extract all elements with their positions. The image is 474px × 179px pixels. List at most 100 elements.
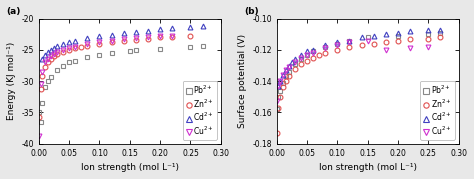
Cd$^{2+}$	[359, 36, 365, 38]
Pb$^{2+}$	[188, 46, 193, 48]
Pb$^{2+}$	[395, 35, 401, 37]
Cd$^{2+}$	[395, 32, 401, 34]
Cd$^{2+}$	[48, 49, 54, 51]
Zn$^{2+}$	[275, 107, 281, 109]
Cd$^{2+}$	[109, 34, 114, 36]
Pb$^{2+}$	[36, 111, 42, 113]
X-axis label: Ion strength (mol L⁻¹): Ion strength (mol L⁻¹)	[81, 163, 179, 172]
Cd$^{2+}$	[145, 30, 151, 32]
Cd$^{2+}$	[383, 33, 389, 35]
Zn$^{2+}$	[133, 39, 139, 41]
Cu$^{2+}$	[292, 61, 298, 64]
Pb$^{2+}$	[39, 102, 45, 104]
Pb$^{2+}$	[365, 36, 371, 38]
Cd$^{2+}$	[42, 54, 48, 56]
Zn$^{2+}$	[280, 86, 285, 88]
Cu$^{2+}$	[277, 80, 283, 82]
Cd$^{2+}$	[277, 80, 283, 82]
Zn$^{2+}$	[60, 51, 66, 53]
X-axis label: Ion strength (mol L⁻¹): Ion strength (mol L⁻¹)	[319, 163, 417, 172]
Cd$^{2+}$	[188, 26, 193, 28]
Cu$^{2+}$	[39, 71, 45, 73]
Cd$^{2+}$	[169, 27, 175, 29]
Cd$^{2+}$	[304, 50, 310, 53]
Zn$^{2+}$	[51, 55, 57, 57]
Zn$^{2+}$	[310, 57, 316, 59]
Line: Cd$^{2+}$: Cd$^{2+}$	[39, 24, 205, 62]
Cu$^{2+}$	[322, 47, 328, 49]
Cu$^{2+}$	[97, 41, 102, 43]
Cd$^{2+}$	[97, 35, 102, 37]
Cd$^{2+}$	[45, 51, 51, 53]
Pb$^{2+}$	[274, 108, 280, 110]
Cd$^{2+}$	[289, 61, 295, 64]
Cd$^{2+}$	[157, 28, 163, 30]
Pb$^{2+}$	[286, 71, 292, 73]
Cd$^{2+}$	[280, 74, 285, 76]
Cd$^{2+}$	[51, 47, 57, 49]
Cd$^{2+}$	[133, 31, 139, 33]
Cu$^{2+}$	[298, 57, 304, 59]
Cd$^{2+}$	[60, 43, 66, 45]
Pb$^{2+}$	[45, 80, 51, 82]
Zn$^{2+}$	[395, 40, 401, 42]
Pb$^{2+}$	[66, 61, 72, 64]
Cu$^{2+}$	[280, 74, 285, 76]
Pb$^{2+}$	[127, 50, 133, 52]
Zn$^{2+}$	[97, 43, 102, 45]
Zn$^{2+}$	[157, 36, 163, 38]
Zn$^{2+}$	[84, 45, 90, 47]
Pb$^{2+}$	[38, 121, 44, 123]
Zn$^{2+}$	[277, 96, 283, 98]
Cu$^{2+}$	[48, 55, 54, 57]
Pb$^{2+}$	[200, 45, 205, 47]
Cu$^{2+}$	[157, 35, 163, 37]
Cd$^{2+}$	[121, 32, 127, 34]
Zn$^{2+}$	[322, 52, 328, 54]
Pb$^{2+}$	[438, 32, 443, 34]
Cu$^{2+}$	[145, 36, 151, 38]
Cu$^{2+}$	[42, 61, 48, 64]
Zn$^{2+}$	[188, 35, 193, 37]
Cd$^{2+}$	[292, 58, 298, 60]
Zn$^{2+}$	[36, 116, 42, 118]
Zn$^{2+}$	[66, 49, 72, 51]
Cu$^{2+}$	[335, 44, 340, 46]
Zn$^{2+}$	[438, 36, 443, 38]
Cu$^{2+}$	[346, 41, 352, 43]
Line: Pb$^{2+}$: Pb$^{2+}$	[37, 44, 205, 124]
Zn$^{2+}$	[359, 44, 365, 46]
Cd$^{2+}$	[66, 41, 72, 43]
Line: Cu$^{2+}$: Cu$^{2+}$	[275, 38, 431, 104]
Zn$^{2+}$	[38, 88, 44, 90]
Y-axis label: Energy (KJ mol⁻¹): Energy (KJ mol⁻¹)	[7, 42, 16, 120]
Cd$^{2+}$	[322, 44, 328, 46]
Zn$^{2+}$	[383, 41, 389, 43]
Pb$^{2+}$	[322, 46, 328, 48]
Cu$^{2+}$	[169, 35, 175, 37]
Zn$^{2+}$	[48, 58, 54, 60]
Cu$^{2+}$	[66, 47, 72, 49]
Cu$^{2+}$	[109, 40, 114, 42]
Zn$^{2+}$	[145, 38, 151, 40]
Cu$^{2+}$	[274, 100, 280, 103]
Zn$^{2+}$	[316, 54, 322, 56]
Cu$^{2+}$	[286, 66, 292, 68]
Pb$^{2+}$	[109, 52, 114, 54]
Cu$^{2+}$	[60, 49, 66, 51]
Cd$^{2+}$	[407, 30, 413, 32]
Zn$^{2+}$	[335, 49, 340, 51]
Cu$^{2+}$	[383, 49, 389, 51]
Cu$^{2+}$	[310, 52, 316, 54]
Zn$^{2+}$	[292, 68, 298, 70]
Pb$^{2+}$	[298, 58, 304, 60]
Cd$^{2+}$	[54, 45, 60, 47]
Cd$^{2+}$	[286, 64, 292, 67]
Pb$^{2+}$	[60, 64, 66, 67]
Zn$^{2+}$	[286, 75, 292, 78]
Line: Cd$^{2+}$: Cd$^{2+}$	[276, 27, 443, 88]
Line: Cu$^{2+}$: Cu$^{2+}$	[37, 33, 175, 139]
Pb$^{2+}$	[97, 54, 102, 56]
Zn$^{2+}$	[73, 47, 78, 49]
Cu$^{2+}$	[84, 43, 90, 45]
